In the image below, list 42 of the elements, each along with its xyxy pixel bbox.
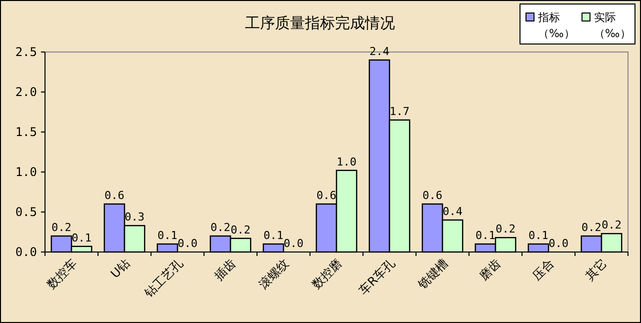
x-tick-label: 磨齿 xyxy=(476,256,504,284)
data-label: 0.2 xyxy=(230,223,251,236)
data-label: 0.2 xyxy=(51,221,72,234)
data-label: 0.2 xyxy=(602,218,622,232)
y-tick-label: 0.5 xyxy=(15,205,37,219)
data-label: 1.7 xyxy=(390,105,410,118)
data-label: 0.1 xyxy=(72,231,92,244)
x-tick-label: 钻工艺孔 xyxy=(141,256,186,301)
x-tick-label: 车R车孔 xyxy=(356,256,398,298)
y-tick-label: 0.0 xyxy=(15,245,37,259)
y-tick-label: 2.5 xyxy=(15,45,37,59)
data-label: 0.4 xyxy=(442,205,463,218)
x-tick-label: 滚螺纹 xyxy=(256,256,292,292)
x-tick-label: 数控车 xyxy=(44,256,80,292)
data-label: 0.0 xyxy=(548,237,569,250)
x-tick-label: 铣键槽 xyxy=(414,256,451,292)
data-label: 0.6 xyxy=(104,189,124,202)
legend-label: 指标（‰） xyxy=(537,11,575,40)
data-label: 0.1 xyxy=(157,229,178,242)
data-label: 0.2 xyxy=(581,221,602,234)
data-label: 0.3 xyxy=(124,210,145,224)
data-label: 1.0 xyxy=(336,155,357,168)
data-label: 0.1 xyxy=(263,229,284,242)
title: 工序质量指标完成情况 xyxy=(245,14,395,32)
data-label: 0.6 xyxy=(316,189,336,202)
data-label: 0.0 xyxy=(284,237,304,250)
data-label: 0.6 xyxy=(422,189,442,202)
data-label: 2.4 xyxy=(369,45,390,58)
x-tick-label: U钻 xyxy=(108,256,133,281)
data-label: 0.2 xyxy=(496,222,516,236)
data-label: 0.0 xyxy=(178,237,198,250)
data-label: 0.1 xyxy=(528,229,548,242)
data-label: 0.1 xyxy=(475,229,496,242)
legend-label: 实际（‰） xyxy=(594,11,631,40)
x-tick-label: 插齿 xyxy=(212,256,239,284)
y-tick-label: 1.0 xyxy=(15,165,37,179)
x-tick-label: 压合 xyxy=(530,256,557,284)
y-tick-label: 1.5 xyxy=(15,125,37,139)
y-tick-label: 2.0 xyxy=(15,85,37,99)
x-tick-label: 其它 xyxy=(582,256,610,284)
data-label: 0.2 xyxy=(210,221,230,234)
x-tick-label: 数控磨 xyxy=(309,256,345,292)
